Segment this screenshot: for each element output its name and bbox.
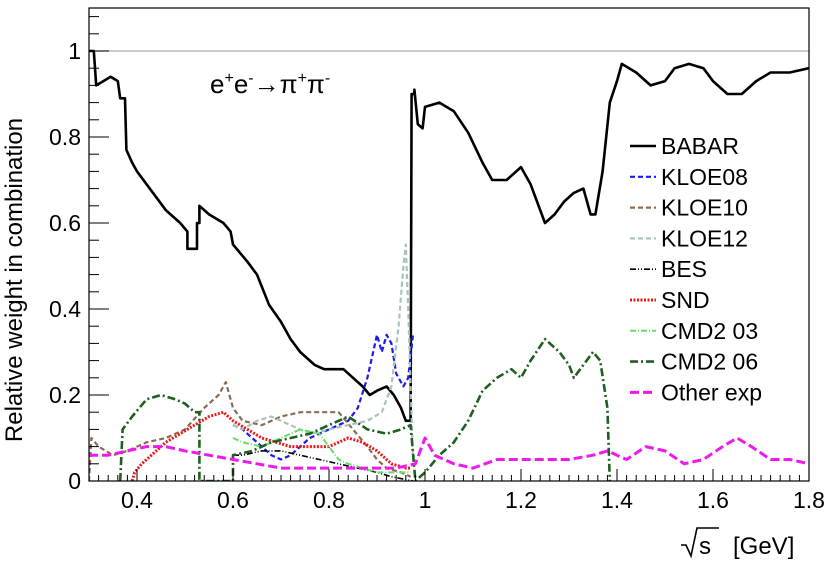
series-line-cmd2-06 [118, 337, 612, 481]
legend-label: SND [661, 287, 710, 313]
ann-s4: - [325, 70, 330, 87]
x-axis-label: s [GeV] [681, 527, 794, 560]
ann-p1: π [280, 69, 298, 99]
series-line-bes [233, 450, 414, 481]
ann-e1: e [210, 69, 224, 99]
sqrt-symbol-icon [681, 527, 719, 559]
y-tick-label: 0.2 [49, 382, 81, 408]
series-line-kloe12 [232, 243, 415, 460]
legend-label: CMD2 03 [661, 318, 758, 344]
axes: 0.4 0.6 0.8 1 1.2 1.4 1.6 1.8 0 0.2 0.4 0.6 0.8 1 [49, 16, 825, 513]
series-line-cmd2-03 [232, 428, 411, 474]
x-tick-label: 1.8 [793, 487, 825, 513]
x-tick-label: 1.2 [505, 487, 537, 513]
reaction-annotation: e+e-→π+π- [210, 69, 330, 99]
ann-arrow: → [254, 69, 280, 99]
plot-frame [88, 7, 810, 482]
x-tick-label: 1 [419, 487, 432, 513]
series-line-other-exp [89, 436, 809, 470]
y-tick-label: 0.4 [49, 296, 81, 322]
x-tick-label: 0.8 [313, 487, 345, 513]
ann-p2: π [307, 69, 325, 99]
y-tick-label: 0 [68, 468, 81, 494]
y-axis-label: Relative weight in combination [1, 118, 28, 442]
x-axis-label-unit: [GeV] [733, 533, 794, 560]
series-line-babar [89, 49, 809, 423]
series-line-kloe08 [232, 333, 415, 461]
y-tick-label: 1 [68, 38, 81, 64]
x-tick-label: 0.4 [121, 487, 153, 513]
series-line-kloe10 [89, 381, 412, 481]
y-tick-label: 0.8 [49, 124, 81, 150]
legend: BABAR KLOE08 KLOE10 KLOE12 BES SND CMD2 03 CMD2… [630, 133, 762, 405]
ann-s2: - [248, 70, 253, 87]
series-line-snd [130, 410, 411, 481]
plot-lines [89, 49, 809, 481]
ann-e2: e [234, 69, 248, 99]
x-tick-label: 1.6 [697, 487, 729, 513]
legend-label: KLOE10 [661, 195, 748, 221]
legend-label: KLOE12 [661, 225, 748, 251]
x-tick-label: 0.6 [217, 487, 249, 513]
legend-label: KLOE08 [661, 164, 748, 190]
legend-label: Other exp [661, 379, 762, 405]
legend-label: BES [661, 256, 707, 282]
legend-label: CMD2 06 [661, 349, 758, 375]
legend-label: BABAR [661, 133, 739, 159]
ann-s3: + [298, 70, 307, 87]
y-tick-label: 0.6 [49, 210, 81, 236]
x-tick-label: 1.4 [601, 487, 633, 513]
x-axis-label-root: s [699, 533, 711, 560]
ann-s1: + [224, 70, 233, 87]
